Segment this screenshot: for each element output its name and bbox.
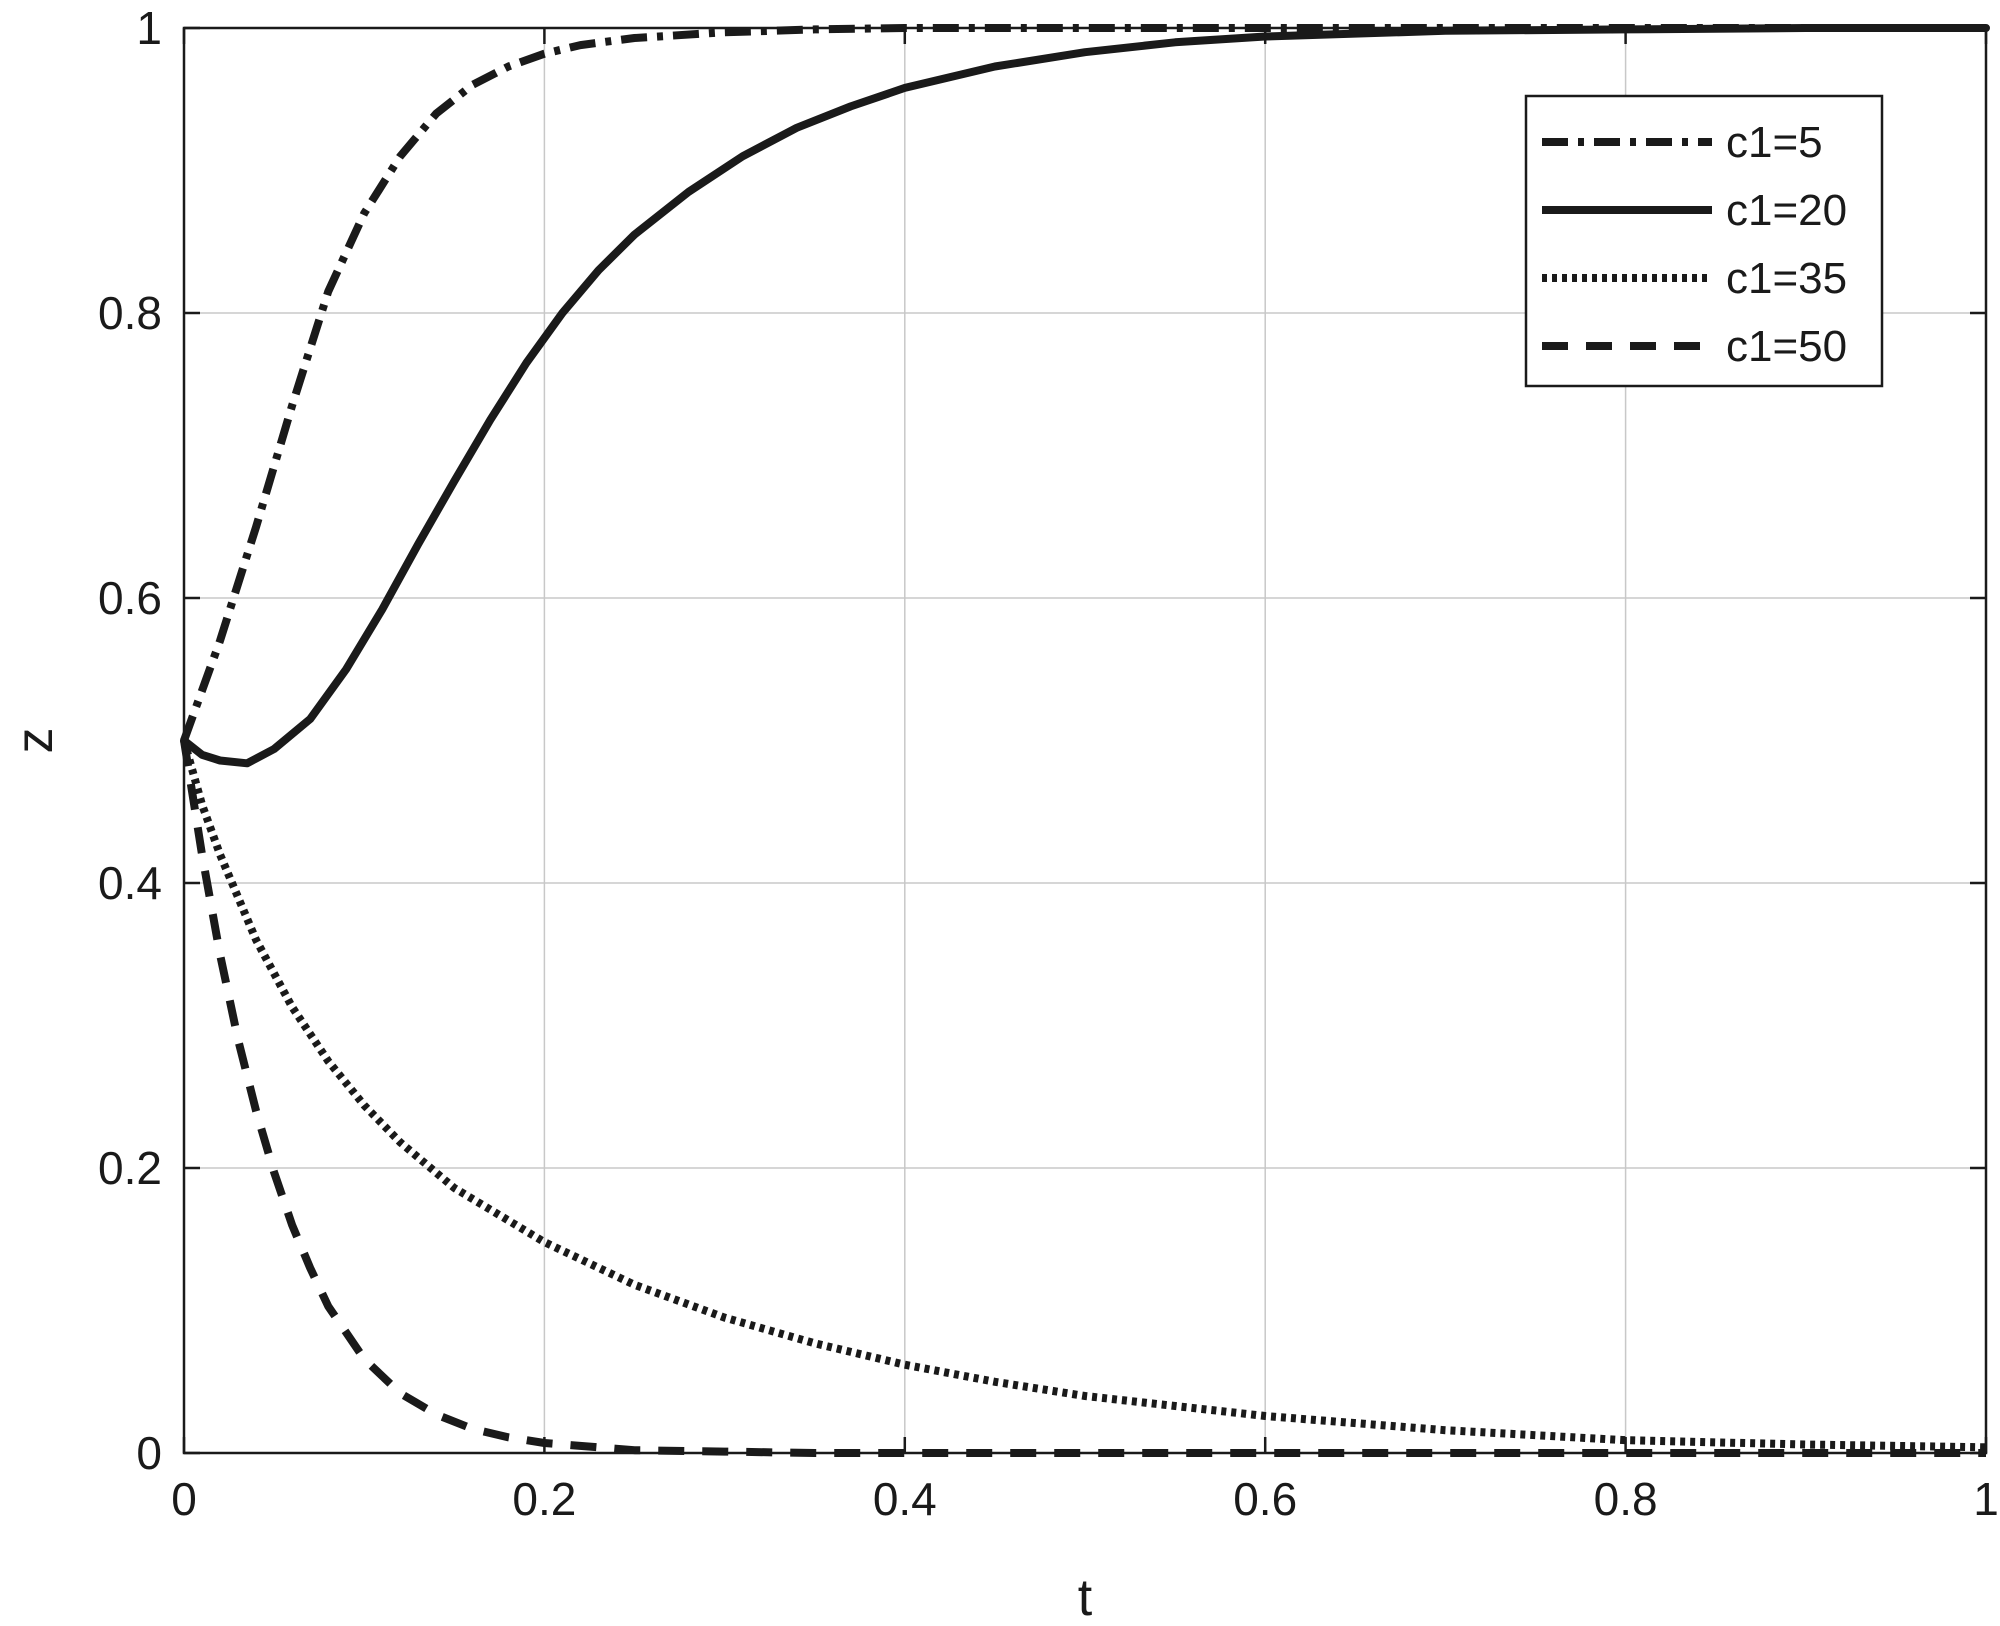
x-tick-label: 0.4 — [873, 1473, 937, 1525]
x-axis-label: t — [1078, 1569, 1093, 1626]
legend-label-2: c1=20 — [1726, 186, 1847, 235]
legend-label-1: c1=5 — [1726, 118, 1823, 167]
series-line-3 — [180, 739, 1987, 1452]
y-axis-label: z — [6, 728, 64, 754]
y-tick-label: 0.2 — [98, 1142, 162, 1194]
y-tick-label: 0.8 — [98, 287, 162, 339]
ticks: 0 0.2 0.4 0.6 0.8 1 0 0.2 0.4 0.6 0.8 1 — [98, 2, 1999, 1525]
y-tick-label: 0.6 — [98, 572, 162, 624]
x-tick-label: 0.2 — [512, 1473, 576, 1525]
x-tick-label: 0.8 — [1594, 1473, 1658, 1525]
series-line-2 — [180, 24, 1990, 768]
legend: c1=5 c1=20 c1=35 c1=50 — [1524, 94, 1884, 388]
plot-frame — [182, 26, 1988, 1455]
series-line-4 — [180, 739, 1986, 1457]
y-tick-label: 0.4 — [98, 857, 162, 909]
x-tick-label: 0.6 — [1233, 1473, 1297, 1525]
legend-label-4: c1=50 — [1726, 322, 1847, 371]
legend-label-3: c1=35 — [1726, 254, 1847, 303]
x-tick-label: 1 — [1973, 1473, 1999, 1525]
y-tick-label: 0 — [136, 1427, 162, 1479]
x-tick-label: 0 — [171, 1473, 197, 1525]
y-tick-label: 1 — [136, 2, 162, 54]
